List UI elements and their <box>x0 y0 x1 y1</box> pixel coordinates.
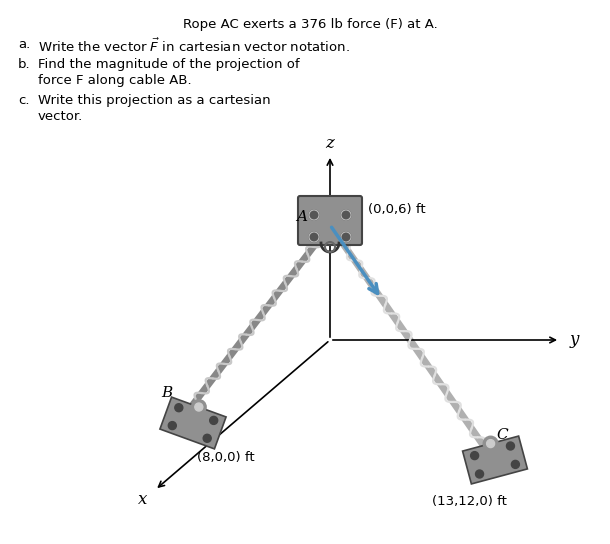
Circle shape <box>470 452 479 460</box>
Text: b.: b. <box>18 58 31 71</box>
Text: x: x <box>138 491 148 509</box>
Text: Write this projection as a cartesian: Write this projection as a cartesian <box>38 94 271 107</box>
Text: C: C <box>496 428 508 442</box>
Circle shape <box>476 470 484 478</box>
Circle shape <box>487 440 495 448</box>
Circle shape <box>341 232 351 242</box>
Circle shape <box>210 416 218 424</box>
Text: (0,0,6) ft: (0,0,6) ft <box>368 203 426 217</box>
Text: vector.: vector. <box>38 110 83 123</box>
FancyBboxPatch shape <box>298 196 362 245</box>
Text: Rope AC exerts a 376 lb force (F) at A.: Rope AC exerts a 376 lb force (F) at A. <box>182 18 437 31</box>
Text: (8,0,0) ft: (8,0,0) ft <box>197 451 254 464</box>
Circle shape <box>168 422 176 430</box>
Circle shape <box>309 232 319 242</box>
Circle shape <box>309 210 319 220</box>
Polygon shape <box>160 397 226 449</box>
Text: a.: a. <box>18 38 31 51</box>
Circle shape <box>192 400 206 414</box>
Circle shape <box>506 442 514 450</box>
Text: z: z <box>326 134 334 151</box>
Text: (13,12,0) ft: (13,12,0) ft <box>432 495 507 508</box>
Text: c.: c. <box>18 94 29 107</box>
Circle shape <box>511 460 519 468</box>
Circle shape <box>203 434 211 442</box>
Text: Write the vector $\vec{F}$ in cartesian vector notation.: Write the vector $\vec{F}$ in cartesian … <box>38 38 350 55</box>
Text: A: A <box>296 210 307 224</box>
Circle shape <box>341 210 351 220</box>
Circle shape <box>195 403 203 411</box>
Text: y: y <box>569 331 579 349</box>
Text: Find the magnitude of the projection of: Find the magnitude of the projection of <box>38 58 300 71</box>
Polygon shape <box>462 436 528 484</box>
Circle shape <box>175 404 183 412</box>
Circle shape <box>484 437 498 450</box>
Text: force F along cable AB.: force F along cable AB. <box>38 74 192 87</box>
Text: B: B <box>162 386 173 400</box>
